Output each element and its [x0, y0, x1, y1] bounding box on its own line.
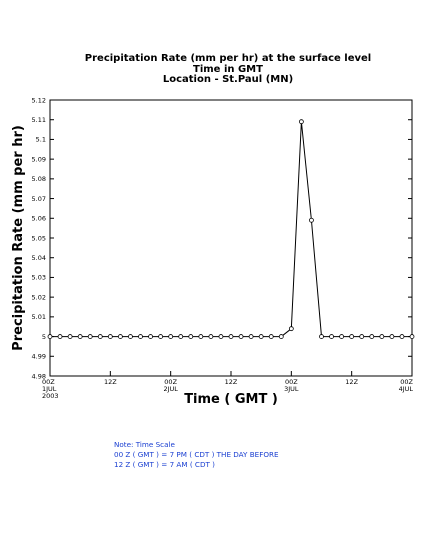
series-line	[50, 121, 412, 338]
data-point	[268, 334, 274, 339]
data-point	[329, 334, 334, 339]
note-line-1: Note: Time Scale	[114, 440, 175, 449]
data-point	[359, 334, 365, 339]
data-point	[47, 334, 53, 339]
note-line-2: 00 Z ( GMT ) = 7 PM ( CDT ) THE DAY BEFO…	[114, 450, 279, 459]
data-point	[77, 334, 83, 339]
y-tick-label: 5.07	[32, 195, 46, 203]
data-point	[198, 334, 204, 339]
data-point	[218, 334, 224, 339]
data-point	[178, 334, 184, 339]
data-point	[67, 334, 73, 339]
x-tick-label: 12Z	[225, 378, 238, 386]
y-tick-label: 5.02	[32, 293, 46, 301]
note-line-3: 12 Z ( GMT ) = 7 AM ( CDT )	[114, 460, 215, 469]
data-point	[349, 334, 355, 339]
data-point	[309, 217, 314, 223]
y-tick-label: 5.1	[36, 136, 46, 144]
data-point	[117, 334, 123, 339]
data-point	[399, 334, 405, 339]
data-point	[379, 334, 385, 339]
y-axis-label: Precipitation Rate (mm per hr)	[11, 125, 26, 351]
title-line-2: Time in GMT	[193, 64, 263, 75]
y-axis: 4.98 4.99 5 5.01 5.02 5.03 5.04 5.05 5.06 5.07 5.0…	[32, 96, 412, 380]
data-point	[107, 334, 113, 339]
y-tick-label: 5.12	[32, 96, 46, 104]
data-point	[158, 334, 164, 339]
data-point	[409, 334, 415, 339]
y-tick-label: 4.98	[32, 372, 46, 380]
y-tick-label: 5.01	[32, 313, 46, 321]
x-tick-label: 12Z	[104, 378, 117, 386]
data-point	[278, 334, 284, 339]
data-point	[319, 334, 324, 339]
data-point	[258, 334, 264, 339]
x-axis-label: Time ( GMT )	[184, 392, 278, 407]
y-tick-label: 5	[42, 333, 46, 341]
chart-title: Precipitation Rate (mm per hr) at the su…	[85, 53, 371, 85]
x-tick-label: 12Z	[345, 378, 358, 386]
x-tick-label: 00Z	[42, 378, 55, 386]
data-point	[339, 334, 345, 339]
x-tick-label: 1JUL	[42, 385, 57, 393]
series-precipitation	[47, 119, 415, 339]
x-tick-label: 00Z	[400, 378, 413, 386]
y-tick-label: 5.03	[32, 274, 46, 282]
x-tick-label: 00Z	[285, 378, 298, 386]
data-point	[87, 334, 93, 339]
time-scale-note: Note: Time Scale 00 Z ( GMT ) = 7 PM ( C…	[114, 440, 279, 470]
y-tick-label: 5.08	[32, 175, 46, 183]
x-tick-label: 2JUL	[163, 385, 178, 393]
data-point	[288, 326, 294, 332]
y-tick-label: 4.99	[32, 353, 46, 361]
title-line-3: Location - St.Paul (MN)	[163, 74, 293, 85]
data-point	[248, 334, 254, 339]
data-point	[128, 334, 133, 339]
data-point	[97, 334, 103, 339]
x-tick-label: 4JUL	[399, 385, 414, 393]
data-point	[228, 334, 234, 339]
data-point	[57, 334, 63, 339]
data-point	[389, 334, 395, 339]
x-tick-label: 00Z	[164, 378, 177, 386]
data-point	[208, 334, 214, 339]
y-tick-label: 5.05	[32, 234, 46, 242]
x-tick-label: 2003	[42, 392, 59, 400]
data-point	[369, 334, 375, 339]
y-tick-label: 5.09	[32, 155, 46, 163]
y-tick-label: 5.11	[32, 116, 46, 124]
x-tick-label: 3JUL	[284, 385, 299, 393]
data-point	[148, 334, 153, 339]
data-point	[188, 334, 194, 339]
data-point	[238, 334, 244, 339]
title-line-1: Precipitation Rate (mm per hr) at the su…	[85, 53, 371, 64]
y-tick-label: 5.04	[32, 254, 46, 262]
data-point	[298, 119, 304, 125]
data-point	[138, 334, 143, 339]
data-point	[168, 334, 174, 339]
y-tick-label: 5.06	[32, 215, 46, 223]
